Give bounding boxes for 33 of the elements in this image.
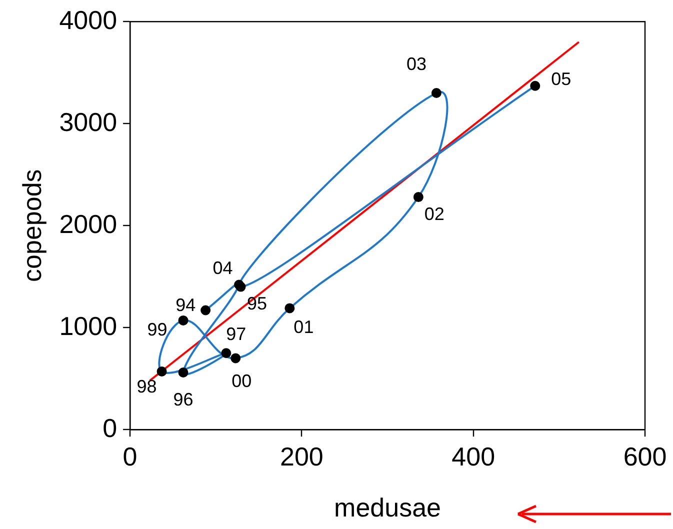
annotation: 01: [294, 317, 314, 338]
annotation: 96: [173, 389, 194, 410]
annotation: 03: [406, 54, 426, 74]
x-tick-label: 0: [122, 441, 138, 472]
point: [230, 353, 241, 364]
point: [530, 80, 540, 91]
point: [284, 303, 295, 314]
y-tick-label: 4000: [59, 4, 118, 35]
annotation: 94: [176, 295, 196, 316]
annotation: 04: [212, 258, 233, 278]
point: [431, 88, 442, 98]
annotation: 05: [551, 68, 572, 89]
point: [200, 305, 211, 316]
point: [178, 315, 188, 326]
y-tick-label: 3000: [59, 106, 118, 137]
annotation: 95: [247, 294, 268, 314]
point: [178, 367, 188, 378]
annotation: 99: [147, 319, 168, 340]
x-tick-label: 400: [452, 441, 496, 472]
annotation: 00: [232, 371, 252, 392]
y-tick-label: 1000: [59, 310, 118, 341]
point: [413, 192, 424, 202]
annotation: 98: [136, 376, 157, 396]
y-tick-label: 0: [102, 412, 118, 443]
y-tick-label: 2000: [59, 208, 118, 239]
annotation: 97: [226, 324, 246, 344]
x-tick-label: 200: [280, 441, 324, 472]
y-axis-title: copepods: [16, 169, 47, 282]
point: [156, 366, 167, 376]
x-axis-title: medusae: [334, 492, 442, 523]
point: [221, 348, 232, 358]
annotation: 02: [424, 204, 444, 224]
x-tick-label: 600: [623, 441, 667, 472]
